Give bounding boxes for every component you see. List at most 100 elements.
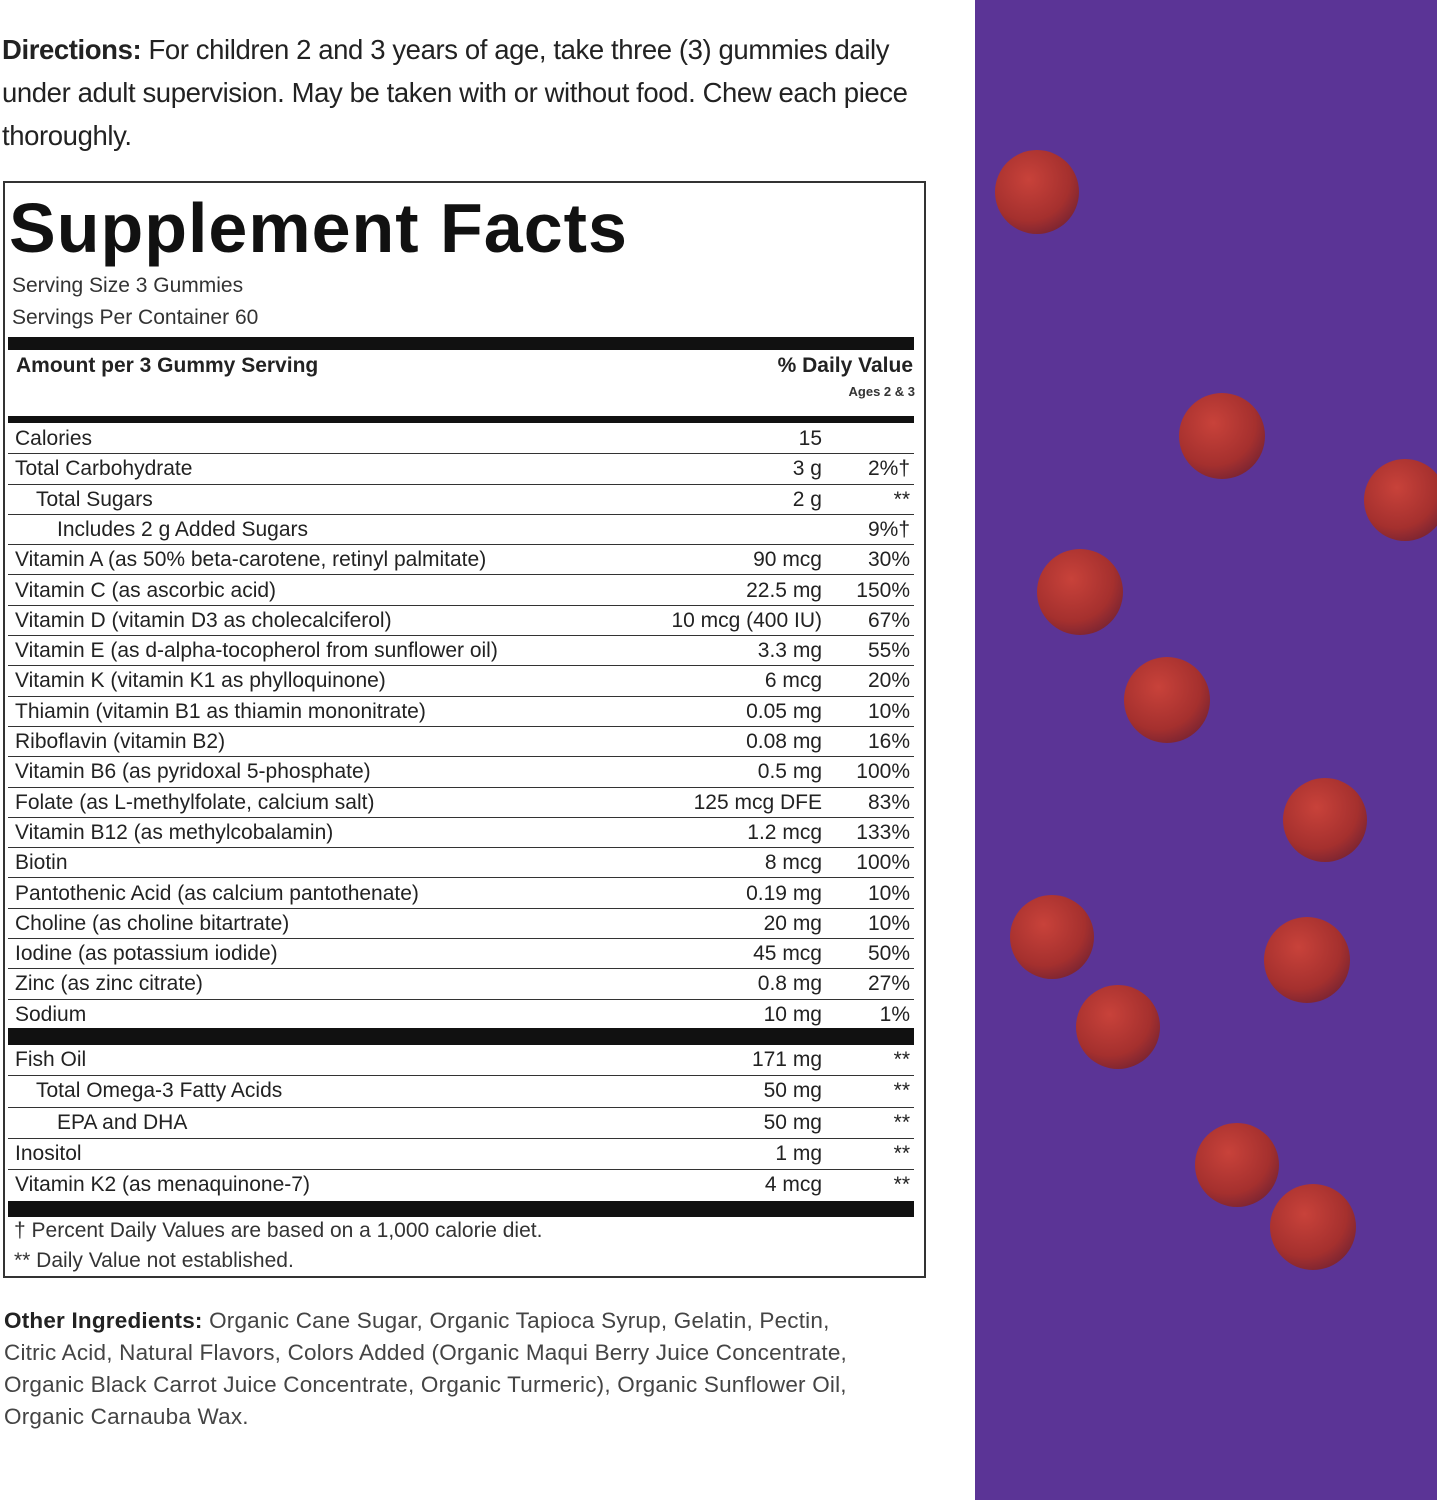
daily-value: 1% xyxy=(879,1002,910,1026)
nutrient-amount: 0.19 mg xyxy=(746,881,822,905)
daily-value: 10% xyxy=(867,881,910,905)
nutrient-amount: 10 mg xyxy=(763,1002,822,1026)
other-ingredients-text: Organic Cane Sugar, Organic Tapioca Syru… xyxy=(4,1308,847,1429)
facts-row: Vitamin B12 (as methylcobalamin) 1.2 mcg 1… xyxy=(8,818,914,849)
facts-row: Vitamin C (as ascorbic acid) 22.5 mg 150% xyxy=(8,576,914,606)
gummy xyxy=(1283,778,1367,862)
daily-value: 50% xyxy=(867,942,910,966)
nutrient-amount: 171 mg xyxy=(751,1048,822,1071)
footnote: ** Daily Value not established. xyxy=(14,1249,294,1272)
daily-value: 100% xyxy=(856,851,910,875)
nutrient-name: Choline (as choline bitartrate) xyxy=(15,911,290,935)
daily-value: 2%† xyxy=(867,457,910,481)
dv-subheader: Ages 2 & 3 xyxy=(848,384,915,399)
footnote: † Percent Daily Values are based on a 1,… xyxy=(14,1219,543,1242)
product-photo xyxy=(975,0,1437,1500)
daily-value: 83% xyxy=(867,790,910,814)
nutrient-amount: 0.5 mg xyxy=(757,760,822,784)
gummy xyxy=(1076,985,1160,1069)
facts-row: Total Sugars 2 g ** xyxy=(8,485,914,515)
nutrient-name: Zinc (as zinc citrate) xyxy=(15,972,203,996)
gummy xyxy=(1010,895,1094,979)
daily-value: 20% xyxy=(867,669,910,693)
facts-row: Vitamin K2 (as menaquinone-7) 4 mcg ** xyxy=(8,1170,914,1201)
nutrient-amount: 45 mcg xyxy=(753,942,822,966)
facts-row: Iodine (as potassium iodide) 45 mcg 50% xyxy=(8,939,914,970)
amount-header: Amount per 3 Gummy Serving xyxy=(16,354,319,377)
facts-row: Vitamin A (as 50% beta-carotene, retinyl… xyxy=(8,545,914,576)
nutrient-amount: 3.3 mg xyxy=(757,639,822,663)
facts-row: Zinc (as zinc citrate) 0.8 mg 27% xyxy=(8,969,914,1000)
nutrient-name: Folate (as L-methylfolate, calcium salt) xyxy=(15,790,375,814)
facts-row: Includes 2 g Added Sugars 9%† xyxy=(8,515,914,546)
daily-value: 150% xyxy=(856,578,910,602)
nutrient-amount: 1.2 mcg xyxy=(747,820,822,844)
directions: Directions: For children 2 and 3 years o… xyxy=(2,28,932,157)
nutrient-name: Fish Oil xyxy=(15,1048,87,1071)
nutrient-amount: 0.08 mg xyxy=(746,730,822,753)
nutrient-amount: 3 g xyxy=(792,457,822,481)
thick-rule xyxy=(8,337,914,350)
daily-value: 133% xyxy=(856,820,910,844)
facts-row: Total Carbohydrate 3 g 2%† xyxy=(8,454,914,485)
facts-row: Thiamin (vitamin B1 as thiamin mononitra… xyxy=(8,697,914,727)
nutrient-amount: 90 mcg xyxy=(753,548,822,572)
thick-rule xyxy=(8,416,914,423)
nutrient-name: Total Sugars xyxy=(36,487,153,511)
nutrient-amount: 125 mcg DFE xyxy=(693,790,822,814)
gummy xyxy=(1264,917,1350,1003)
nutrient-name: Pantothenic Acid (as calcium pantothenat… xyxy=(15,881,419,905)
nutrient-amount: 50 mg xyxy=(763,1079,822,1103)
nutrient-amount: 8 mcg xyxy=(764,851,822,875)
gummies xyxy=(995,150,1437,1270)
daily-value: ** xyxy=(893,1079,910,1103)
facts-row: Total Omega-3 Fatty Acids 50 mg ** xyxy=(8,1076,914,1108)
daily-value: 30% xyxy=(867,548,910,572)
nutrient-amount: 22.5 mg xyxy=(746,578,822,602)
nutrient-name: Thiamin (vitamin B1 as thiamin mononitra… xyxy=(15,699,426,723)
other-ingredients-label: Other Ingredients: xyxy=(4,1308,203,1333)
nutrient-name: Vitamin C (as ascorbic acid) xyxy=(15,578,277,602)
nutrient-name: Iodine (as potassium iodide) xyxy=(15,942,278,966)
nutrient-amount: 50 mg xyxy=(763,1110,822,1134)
facts-row: EPA and DHA 50 mg ** xyxy=(8,1108,914,1139)
nutrient-name: Vitamin A (as 50% beta-carotene, retinyl… xyxy=(15,548,487,572)
daily-value: 16% xyxy=(867,730,910,753)
nutrient-name: Vitamin D (vitamin D3 as cholecalciferol… xyxy=(15,608,392,632)
directions-label: Directions: xyxy=(2,34,142,65)
other-ingredients: Other Ingredients: Organic Cane Sugar, O… xyxy=(4,1305,884,1433)
daily-value: ** xyxy=(893,1110,910,1134)
facts-row: Vitamin K (vitamin K1 as phylloquinone) 6… xyxy=(8,666,914,697)
purple-background xyxy=(975,0,1437,1500)
facts-row: Sodium 10 mg 1% xyxy=(8,1000,914,1030)
nutrient-name: Vitamin B12 (as methylcobalamin) xyxy=(15,820,334,844)
nutrient-name: Includes 2 g Added Sugars xyxy=(57,517,309,541)
daily-value: 10% xyxy=(867,699,910,723)
facts-row: Biotin 8 mcg 100% xyxy=(8,848,914,879)
gummy xyxy=(1195,1123,1279,1207)
nutrient-name: Riboflavin (vitamin B2) xyxy=(15,730,226,753)
directions-text: For children 2 and 3 years of age, take … xyxy=(2,34,908,151)
nutrient-name: Total Carbohydrate xyxy=(15,457,193,481)
facts-row: Fish Oil 171 mg ** xyxy=(8,1045,914,1077)
facts-row: Pantothenic Acid (as calcium pantothenat… xyxy=(8,879,914,909)
gummy xyxy=(1179,393,1265,479)
facts-row: Riboflavin (vitamin B2) 0.08 mg 16% xyxy=(8,727,914,758)
nutrient-amount: 1 mg xyxy=(775,1141,822,1165)
daily-value: 9%† xyxy=(867,517,910,541)
daily-value: ** xyxy=(893,1173,910,1197)
facts-row: Vitamin E (as d-alpha-tocopherol from su… xyxy=(8,636,914,667)
nutrient-name: Total Omega-3 Fatty Acids xyxy=(36,1079,283,1103)
dv-header: % Daily Value xyxy=(777,354,913,377)
facts-row: Inositol 1 mg ** xyxy=(8,1139,914,1171)
servings-per-container: Servings Per Container 60 xyxy=(12,306,259,329)
nutrient-name: EPA and DHA xyxy=(57,1110,188,1134)
nutrient-amount: 4 mcg xyxy=(764,1173,822,1197)
nutrient-name: Vitamin K2 (as menaquinone-7) xyxy=(15,1173,310,1197)
nutrient-name: Biotin xyxy=(15,851,68,875)
daily-value: 100% xyxy=(856,760,910,784)
nutrient-name: Sodium xyxy=(15,1002,87,1026)
nutrient-name: Vitamin K (vitamin K1 as phylloquinone) xyxy=(15,669,386,693)
nutrient-name: Vitamin B6 (as pyridoxal 5-phosphate) xyxy=(15,760,371,784)
facts-box xyxy=(3,181,926,1278)
